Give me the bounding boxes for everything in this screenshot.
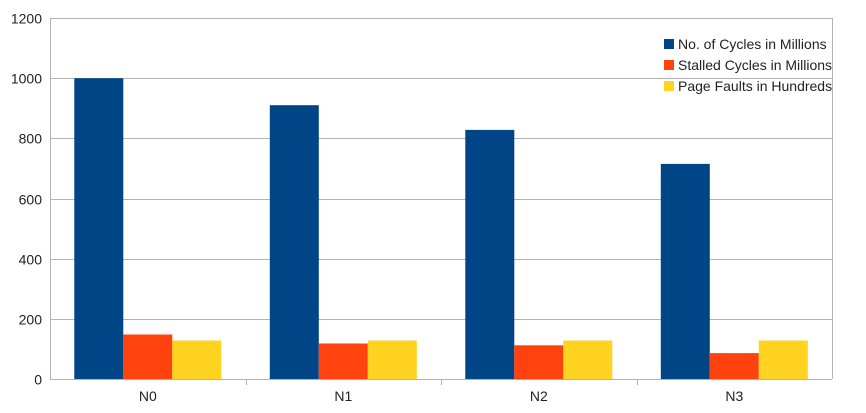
axis-layer: 0 200 400 600 800 1000 1200 N0 N1 N2 N3 [11, 11, 832, 404]
y-tick-label: 600 [19, 192, 43, 208]
y-tick-label: 1200 [11, 11, 42, 27]
bar-n0-series-3 [172, 340, 222, 379]
y-tick-label: 200 [19, 312, 43, 328]
bar-n1-series-3 [367, 340, 417, 379]
legend-item: Stalled Cycles in Millions [664, 57, 832, 73]
bar-n2-series-2 [514, 345, 564, 379]
bar-n1-series-1 [269, 105, 319, 379]
y-tick-label: 400 [19, 252, 43, 268]
x-tick-label: N1 [334, 388, 352, 404]
legend: No. of Cycles in Millions Stalled Cycles … [664, 36, 832, 94]
grid-layer [50, 18, 833, 380]
bar-n2-series-1 [465, 129, 515, 379]
legend-label: Stalled Cycles in Millions [678, 57, 832, 73]
x-tick-label: N3 [725, 388, 743, 404]
bar-n0-series-2 [123, 334, 173, 379]
legend-label: Page Faults in Hundreds [678, 78, 832, 94]
bar-n0-series-1 [74, 78, 124, 379]
bar-n3-series-2 [709, 353, 759, 379]
bar-n2-series-3 [563, 340, 613, 379]
y-tick-label: 800 [19, 131, 43, 147]
legend-item: Page Faults in Hundreds [664, 78, 832, 94]
x-tick-label: N2 [530, 388, 548, 404]
bar-n3-series-3 [758, 340, 808, 379]
legend-label: No. of Cycles in Millions [678, 36, 827, 52]
x-tick-label: N0 [139, 388, 157, 404]
legend-swatch [664, 81, 674, 91]
legend-item: No. of Cycles in Millions [664, 36, 827, 52]
bar-n1-series-2 [318, 343, 368, 379]
legend-swatch [664, 39, 674, 49]
legend-swatch [664, 60, 674, 70]
y-tick-label: 0 [34, 372, 42, 388]
y-tick-label: 1000 [11, 71, 42, 87]
bar-n3-series-1 [660, 163, 710, 379]
bars-layer [74, 78, 808, 379]
